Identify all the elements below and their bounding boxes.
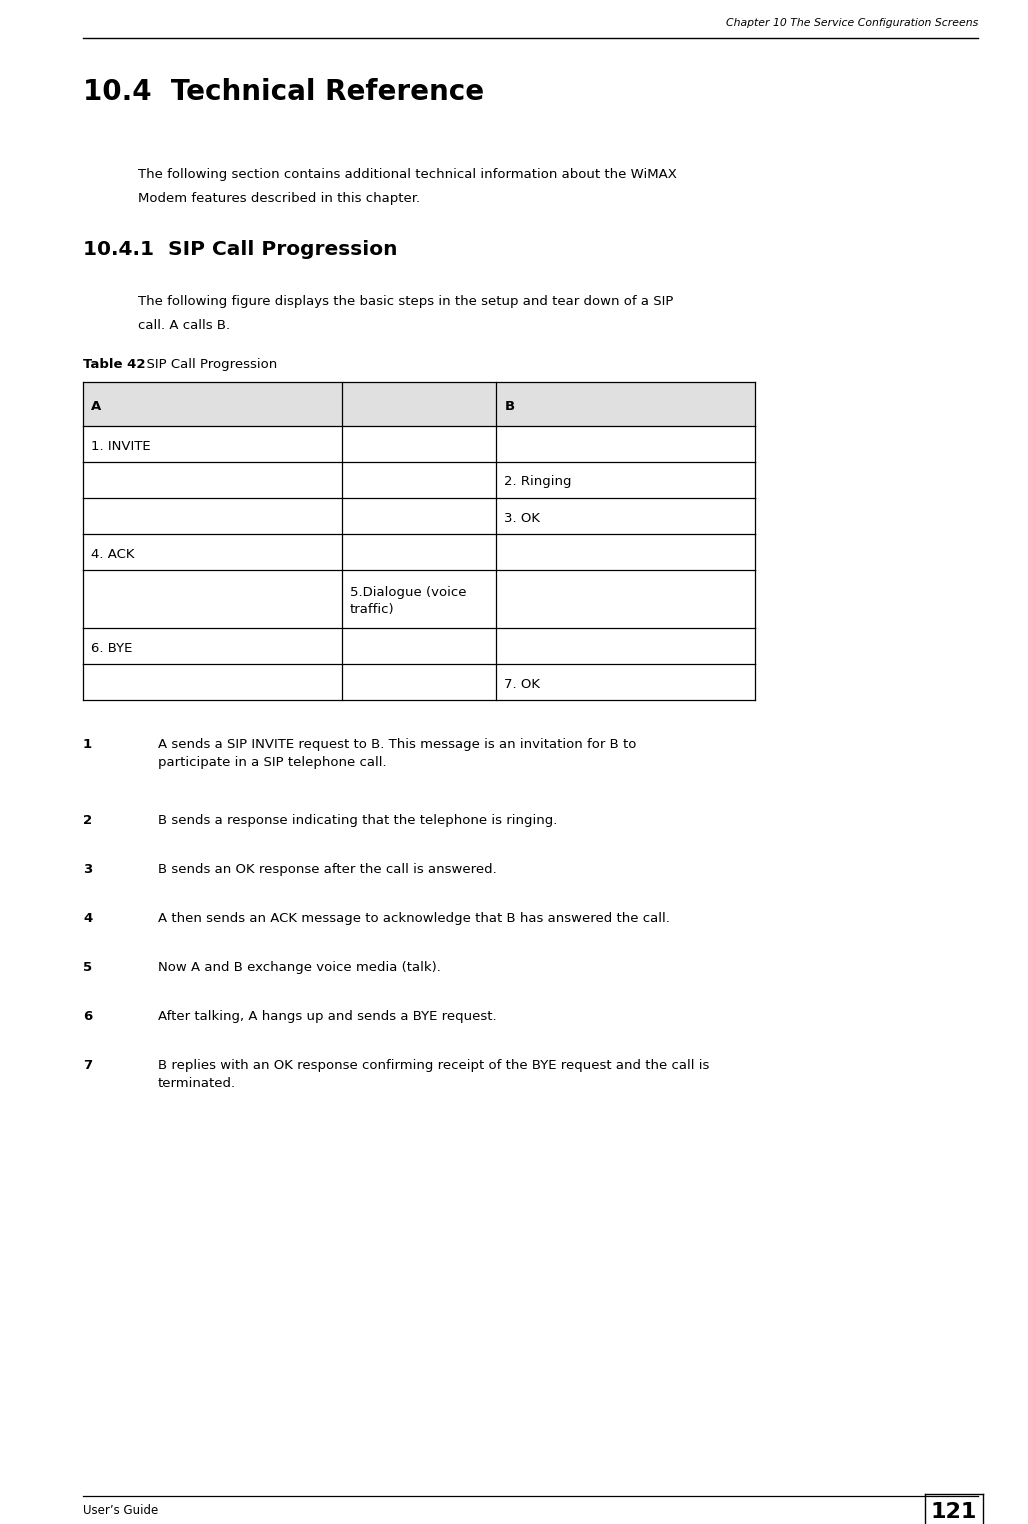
Text: A: A [91,399,101,413]
Text: Modem features described in this chapter.: Modem features described in this chapter… [138,192,420,206]
Bar [83,462,755,498]
Text: 2. Ringing: 2. Ringing [505,475,572,489]
Text: The following section contains additional technical information about the WiMAX: The following section contains additiona… [138,168,676,181]
Text: 4: 4 [83,911,93,925]
Bar [83,628,755,664]
Text: B sends a response indicating that the telephone is ringing.: B sends a response indicating that the t… [158,814,557,828]
Text: 5.Dialogue (voice
traffic): 5.Dialogue (voice traffic) [350,585,467,616]
Text: Now A and B exchange voice media (talk).: Now A and B exchange voice media (talk). [158,962,441,974]
Bar [83,498,755,533]
Text: 6. BYE: 6. BYE [91,642,133,654]
Text: 3. OK: 3. OK [505,512,541,524]
Text: SIP Call Progression: SIP Call Progression [138,358,278,370]
Text: Chapter 10 The Service Configuration Screens: Chapter 10 The Service Configuration Scr… [726,18,978,27]
Text: A sends a SIP INVITE request to B. This message is an invitation for B to
partic: A sends a SIP INVITE request to B. This … [158,738,636,770]
Text: 5: 5 [83,962,93,974]
Text: Table 42: Table 42 [83,358,146,370]
Text: 7. OK: 7. OK [505,678,541,690]
Text: 2: 2 [83,814,93,828]
Text: 1: 1 [83,738,93,751]
Text: call. A calls B.: call. A calls B. [138,319,230,332]
Text: User’s Guide: User’s Guide [83,1504,158,1516]
Text: The following figure displays the basic steps in the setup and tear down of a SI: The following figure displays the basic … [138,296,673,308]
Bar [83,383,755,427]
Text: 7: 7 [83,1059,93,1071]
Text: 3: 3 [83,863,93,876]
Text: 1. INVITE: 1. INVITE [91,439,151,453]
Bar [83,570,755,628]
Text: B sends an OK response after the call is answered.: B sends an OK response after the call is… [158,863,497,876]
Text: 10.4.1  SIP Call Progression: 10.4.1 SIP Call Progression [83,239,398,259]
Text: 121: 121 [930,1503,978,1522]
Text: 10.4  Technical Reference: 10.4 Technical Reference [83,78,484,107]
Text: B replies with an OK response confirming receipt of the BYE request and the call: B replies with an OK response confirming… [158,1059,709,1090]
Bar [83,427,755,462]
Text: 6: 6 [83,1010,93,1023]
Bar [83,533,755,570]
Text: After talking, A hangs up and sends a BYE request.: After talking, A hangs up and sends a BY… [158,1010,497,1023]
Text: 4. ACK: 4. ACK [91,547,135,561]
Text: B: B [505,399,514,413]
Bar [83,664,755,700]
Text: A then sends an ACK message to acknowledge that B has answered the call.: A then sends an ACK message to acknowled… [158,911,670,925]
